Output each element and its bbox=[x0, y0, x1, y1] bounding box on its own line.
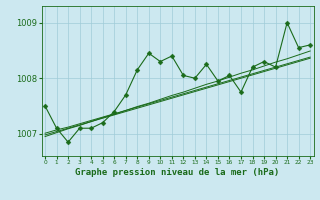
X-axis label: Graphe pression niveau de la mer (hPa): Graphe pression niveau de la mer (hPa) bbox=[76, 168, 280, 177]
